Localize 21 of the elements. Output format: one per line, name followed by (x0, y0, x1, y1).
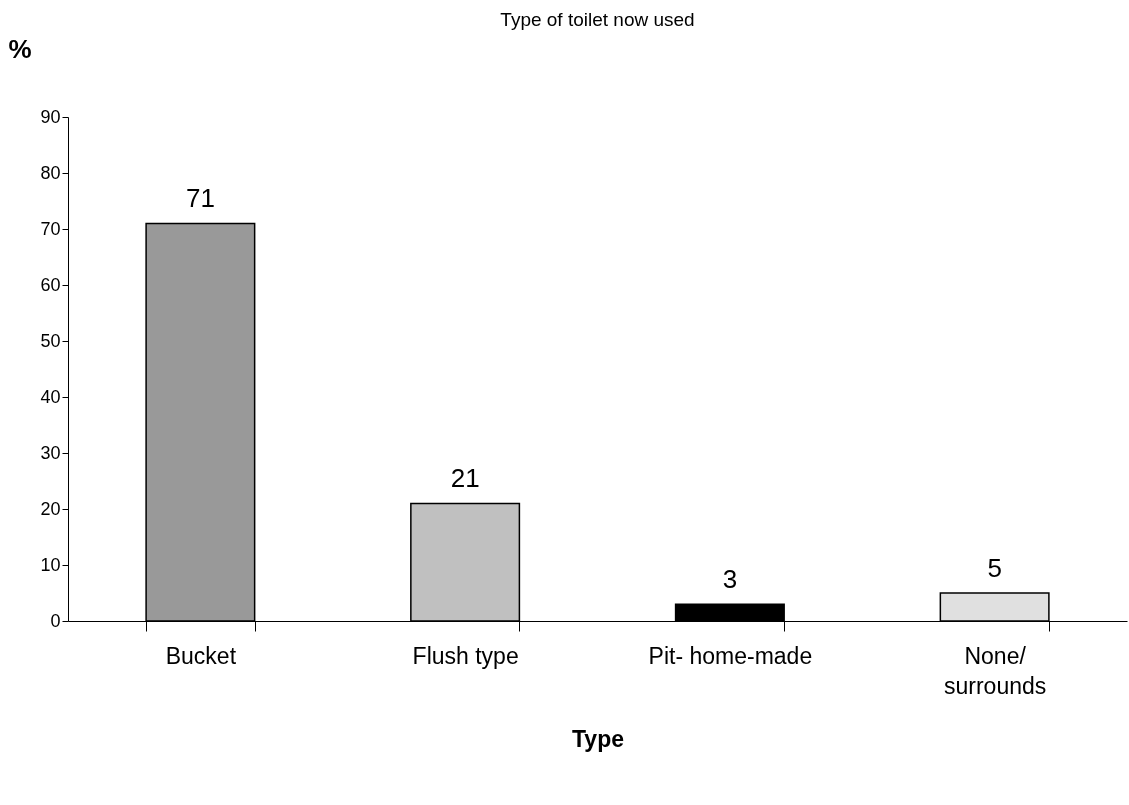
y-tick-label: 40 (40, 386, 61, 407)
y-tick-label: 10 (40, 554, 61, 575)
y-tick-label: 50 (40, 330, 61, 351)
chart-title: Type of toilet now used (500, 9, 695, 30)
x-tick-label: Pit- home-made (648, 642, 813, 669)
x-tick-label: None/ surrounds (943, 642, 1047, 699)
y-tick-label: 0 (50, 610, 61, 631)
y-axis-title: % (8, 33, 32, 64)
x-tick-label: Flush type (412, 642, 519, 669)
y-tick-label: 20 (40, 498, 61, 519)
data-label: 3 (722, 564, 738, 595)
data-label: 5 (987, 553, 1002, 583)
y-tick-label: 30 (40, 442, 61, 463)
y-tick-label: 60 (40, 274, 61, 295)
x-tick-label: Bucket (165, 642, 237, 669)
x-axis-title: Type (572, 725, 624, 752)
y-tick-label: 70 (40, 218, 61, 239)
data-label: 71 (185, 183, 215, 214)
y-tick-label: 80 (40, 162, 61, 183)
data-label: 21 (450, 463, 480, 494)
y-tick-label: 90 (40, 106, 61, 127)
